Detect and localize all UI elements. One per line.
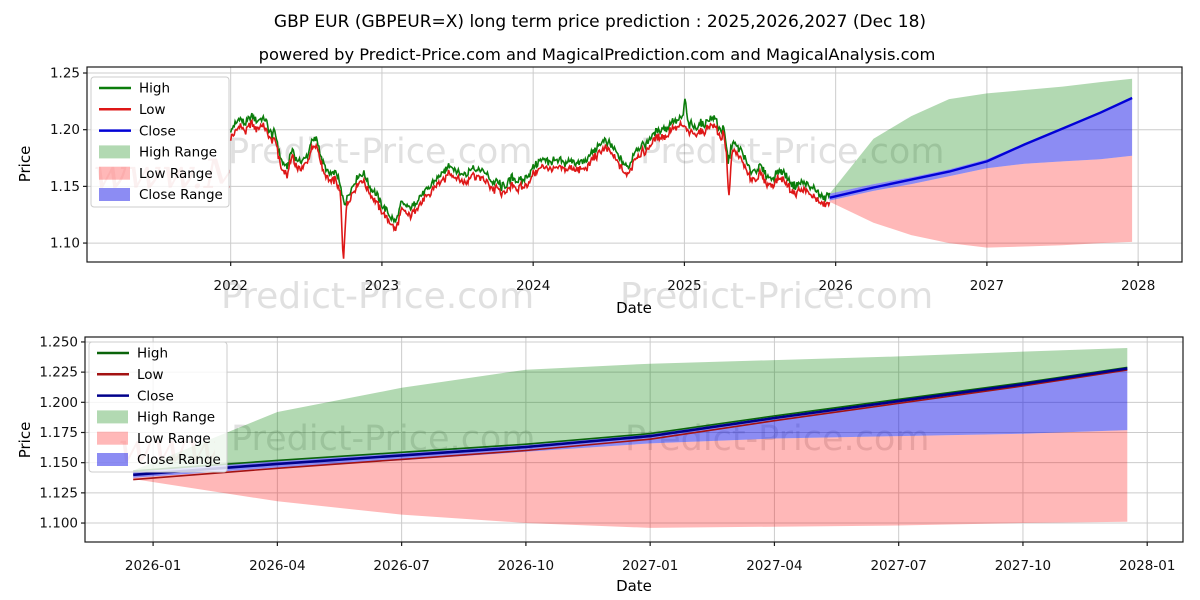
watermark-predict-price-1: Predict-Price.com	[231, 419, 535, 459]
legend-label-high: High	[137, 346, 168, 362]
x-tick-label: 2026-01	[125, 558, 181, 574]
legend-patch-sample-low-range	[99, 166, 130, 180]
g-top-ticks: 2022 2023 2024 2025 2026 2027 2028 1.10 1.15 1.20…	[50, 66, 1155, 294]
legend-label-low-range: Low Range	[137, 431, 211, 447]
g-bottom-ticks: 2026-01 2026-04 2026-07 2026-10 2027-01 2027-…	[39, 334, 1175, 574]
plot-border	[86, 66, 1183, 263]
watermark-predict-price-4: Predict-Price.com	[620, 276, 933, 317]
x-tick-label: 2028	[1121, 278, 1155, 294]
x-tick-label: 2026-07	[373, 558, 429, 574]
top-price-axis-label: Price	[16, 146, 34, 183]
legend-label-low: Low	[139, 102, 166, 118]
y-tick-label: 1.100	[39, 516, 78, 532]
x-tick-label: 2026	[818, 278, 852, 294]
legend-label-close-range: Close Range	[137, 452, 221, 468]
bottom-date-axis-label: Date	[616, 577, 652, 595]
y-tick-label: 1.200	[39, 395, 78, 411]
legend-patch-sample-close-range	[99, 188, 130, 201]
y-tick-label: 1.25	[50, 66, 80, 82]
x-tick-label: 2025	[667, 278, 701, 294]
y-tick-label: 1.225	[39, 365, 78, 381]
top-date-axis-label: Date	[616, 299, 652, 317]
watermark-predict-price-2: Predict-Price.com	[640, 132, 944, 172]
between-watermark-row: Predict-Price.com Predict-Price.com	[221, 276, 933, 317]
low-range-band	[829, 155, 1133, 248]
low-range-band	[133, 430, 1128, 528]
low-line-history	[229, 118, 831, 259]
x-tick-label: 2026-10	[498, 558, 554, 574]
chart-subtitle: powered by Predict-Price.com and Magical…	[259, 45, 936, 64]
g-top-legend: High Low Close High Range Low Range Close Ran…	[90, 76, 230, 208]
g-bottom-grid	[85, 337, 1183, 542]
watermark-predict-price-3: Predict-Price.com	[221, 276, 534, 317]
plot-border	[84, 336, 1184, 543]
legend-label-high-range: High Range	[139, 145, 217, 161]
legend-label-close: Close	[137, 388, 174, 404]
legend-label-low: Low	[137, 367, 164, 383]
legend-patch-sample-high-range	[97, 410, 128, 424]
g-bottom-legend: High Low Close High Range Low Range Close Ran…	[88, 341, 228, 473]
x-tick-label: 2027	[970, 278, 1004, 294]
high-range-band	[133, 348, 1128, 471]
x-tick-label: 2026-04	[249, 558, 305, 574]
legend-label-low-range: Low Range	[139, 166, 213, 182]
legend-label-close-range: Close Range	[139, 187, 223, 203]
legend-label-high-range: High Range	[137, 410, 215, 426]
x-tick-label: 2024	[516, 278, 550, 294]
high-range-band	[829, 78, 1133, 194]
low-forecast-line	[133, 369, 1128, 481]
close-forecast-line	[829, 96, 1133, 199]
watermark-predict-price-2: Predict-Price.com	[625, 419, 929, 459]
chart-title: GBP EUR (GBPEUR=X) long term price predi…	[274, 12, 926, 32]
x-tick-label: 2022	[214, 278, 248, 294]
legend-label-close: Close	[139, 123, 176, 139]
y-tick-label: 1.250	[39, 334, 78, 350]
y-tick-label: 1.20	[50, 122, 80, 138]
legend-patch-sample-close-range	[97, 453, 128, 466]
y-tick-label: 1.150	[39, 455, 78, 471]
x-tick-label: 2027-10	[995, 558, 1051, 574]
x-tick-label: 2027-01	[622, 558, 678, 574]
y-tick-label: 1.10	[50, 236, 80, 252]
x-tick-label: 2027-07	[870, 558, 926, 574]
top-chart: Predict-Price.com Predict-Price.comwww.Ma…	[50, 66, 1183, 294]
legend-patch-sample-low-range	[97, 431, 128, 445]
high-line-history	[229, 98, 831, 225]
y-tick-label: 1.175	[39, 425, 78, 441]
legend-patch-sample-high-range	[99, 145, 130, 159]
x-tick-label: 2023	[365, 278, 399, 294]
high-forecast-line	[133, 366, 1128, 472]
y-tick-label: 1.125	[39, 485, 78, 501]
legend-label-high: High	[139, 81, 170, 97]
bottom-chart: Predict-Price.comPredict-Price.comwww.Ma…	[39, 334, 1184, 574]
bottom-price-axis-label: Price	[16, 422, 34, 459]
y-tick-label: 1.15	[50, 179, 80, 195]
x-tick-label: 2028-01	[1119, 558, 1175, 574]
x-tick-label: 2027-04	[746, 558, 802, 574]
close-forecast-line	[133, 367, 1128, 477]
